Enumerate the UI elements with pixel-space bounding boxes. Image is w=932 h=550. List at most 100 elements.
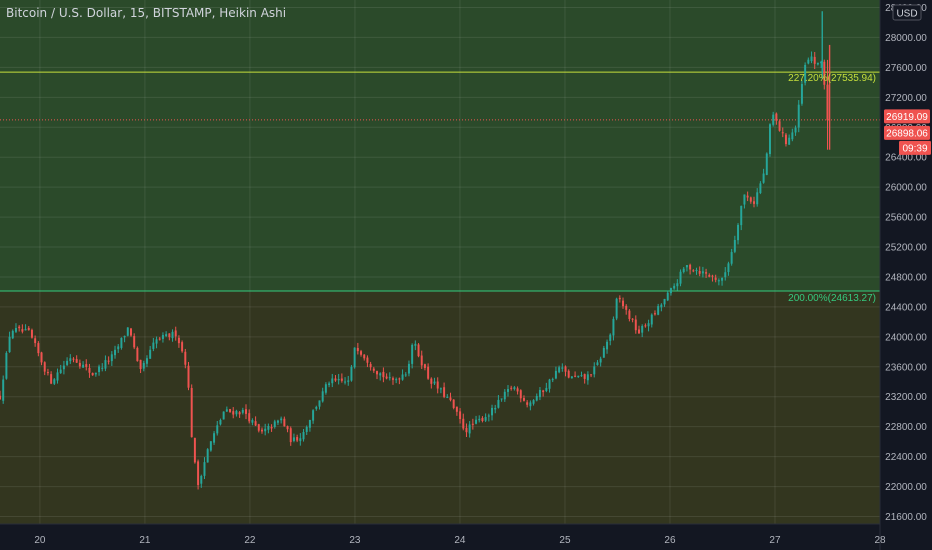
candle-body [791, 132, 794, 140]
candle [551, 377, 554, 383]
candle [91, 372, 94, 376]
candle-body [689, 264, 692, 270]
candle-body [781, 132, 784, 134]
candle [197, 459, 200, 490]
price-tick-label: 24800.00 [885, 272, 927, 283]
candle [260, 427, 263, 434]
candle [363, 354, 366, 361]
candle-body [647, 323, 650, 327]
candle-body [657, 306, 660, 315]
price-tick-label: 25600.00 [885, 213, 927, 224]
candle-body [660, 304, 663, 308]
candle-body [376, 371, 378, 375]
candle-body [701, 271, 704, 274]
candle-body [200, 475, 203, 484]
candle-body [225, 409, 228, 412]
time-tick-label: 23 [349, 535, 361, 546]
candle [586, 371, 589, 385]
candle [165, 331, 168, 338]
candle-body [465, 427, 468, 433]
candle-body [117, 346, 120, 350]
price-tag-label: 26898.06 [886, 128, 928, 139]
candle-body [580, 375, 583, 377]
candle [289, 426, 292, 446]
currency-button[interactable]: USD [892, 4, 922, 21]
candle [606, 339, 609, 354]
price-axis-background[interactable] [880, 0, 932, 550]
price-tag-bg [884, 109, 930, 124]
candle-body [749, 197, 752, 202]
price-tick-label: 21600.00 [885, 512, 927, 523]
candle [324, 382, 327, 395]
candle-body [110, 354, 113, 362]
candle-body [618, 297, 621, 300]
candle [94, 372, 97, 377]
fib-level-labels: 227.20%(27535.94) 200.00%(24613.27) [788, 73, 876, 304]
candle-body [475, 419, 478, 424]
candle [11, 329, 14, 340]
candle-body [788, 137, 791, 145]
candle [800, 80, 803, 106]
candle [145, 355, 148, 368]
candle-body [516, 388, 519, 392]
candle [305, 425, 308, 435]
candle-body [66, 360, 69, 365]
candle [43, 361, 46, 376]
price-tick-label: 27600.00 [885, 63, 927, 74]
candle-body [756, 192, 759, 205]
candle [778, 119, 781, 132]
candle [436, 377, 439, 394]
candle-body [411, 344, 414, 364]
time-axis-background[interactable] [0, 524, 880, 550]
candle-body [522, 398, 525, 401]
candle [216, 421, 219, 436]
symbol-info[interactable]: Bitcoin / U.S. Dollar, 15, BITSTAMP, Hei… [6, 6, 287, 20]
candle [526, 400, 529, 408]
candle-body [283, 418, 286, 427]
candle [14, 323, 17, 334]
currency-label: USD [896, 9, 917, 20]
candle [0, 390, 1, 400]
candle [638, 325, 640, 334]
candle [8, 331, 11, 353]
candle [641, 324, 644, 338]
candle-body [797, 104, 800, 128]
candle-body [395, 379, 398, 381]
candle [762, 168, 765, 184]
candle-body [497, 399, 500, 408]
candle [519, 389, 522, 403]
candle [462, 413, 465, 431]
candle-body [759, 183, 762, 194]
candle [695, 267, 698, 275]
candle-body [251, 420, 254, 423]
candle [487, 413, 490, 422]
fib-level-label: 227.20%(27535.94) [788, 73, 876, 84]
candle-body [37, 343, 40, 354]
candle [465, 423, 468, 438]
candle-body [459, 411, 462, 420]
candle-body [628, 310, 631, 319]
candle [558, 365, 561, 374]
candle-body [235, 410, 238, 415]
candle-body [762, 173, 765, 183]
candle-body [40, 352, 43, 363]
candle [308, 419, 311, 432]
candle-body [206, 449, 209, 463]
candle [385, 373, 388, 380]
candle [328, 381, 331, 388]
candle [484, 413, 487, 423]
price-tag-label: 26919.09 [886, 112, 928, 123]
candle [714, 274, 717, 283]
candle-body [542, 390, 545, 393]
candle [398, 377, 401, 385]
candle [126, 327, 129, 337]
candle [254, 416, 257, 427]
candle [184, 348, 187, 369]
fib-levels [0, 71, 880, 292]
candle-body [14, 328, 17, 332]
candle-body [53, 379, 56, 384]
candle-body [753, 201, 756, 204]
candle-body [529, 402, 532, 407]
candle-body [548, 379, 551, 389]
